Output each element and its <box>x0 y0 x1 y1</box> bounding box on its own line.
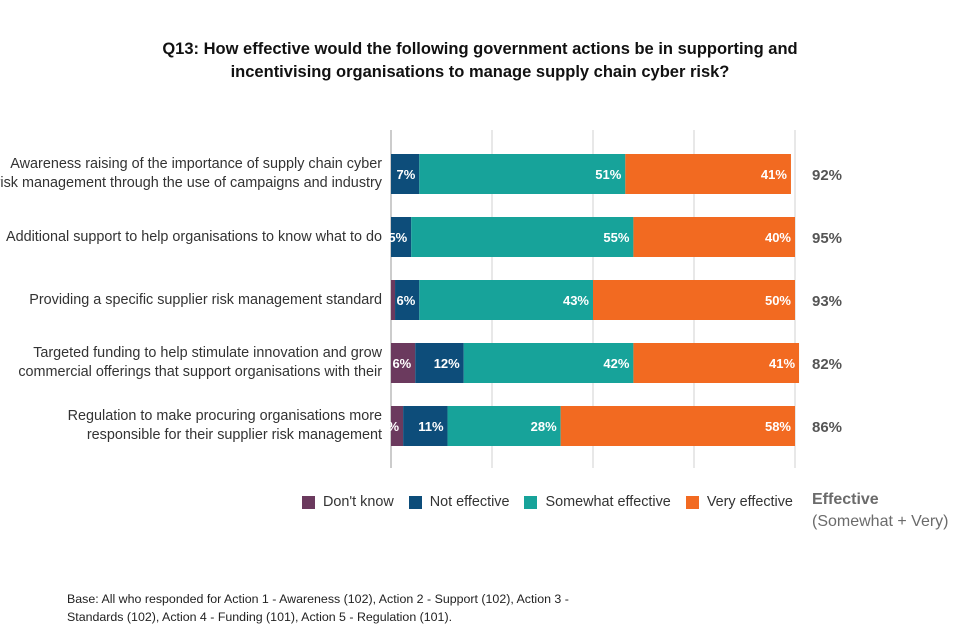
data-label: 42% <box>603 356 629 371</box>
data-label: 7% <box>396 167 415 182</box>
base-note: Base: All who responded for Action 1 - A… <box>67 590 667 626</box>
bar-segment <box>593 280 795 320</box>
chart-title: Q13: How effective would the following g… <box>0 38 960 84</box>
category-label-line: commercial offerings that support organi… <box>18 364 382 380</box>
effective-subheader: (Somewhat + Very) <box>812 513 949 530</box>
base-note-line: Base: All who responded for Action 1 - A… <box>67 592 569 606</box>
category-label-line: Providing a specific supplier risk manag… <box>29 291 382 308</box>
effective-total: 86% <box>812 419 842 436</box>
data-label: 3% <box>380 419 399 434</box>
data-label: 6% <box>396 293 415 308</box>
data-label: 28% <box>531 419 557 434</box>
bar-segment <box>391 343 416 383</box>
bar-segment <box>415 343 464 383</box>
legend-label: Somewhat effective <box>545 494 671 510</box>
bar-segment <box>391 280 396 320</box>
category-label-line: risk management through the use of campa… <box>0 175 382 191</box>
data-label: 12% <box>434 356 460 371</box>
effective-total: 82% <box>812 356 842 373</box>
data-label: 43% <box>563 293 589 308</box>
effective-total: 92% <box>812 167 842 184</box>
legend-item-somewhat-effective: Somewhat effective <box>524 494 671 510</box>
legend-label: Not effective <box>429 494 510 510</box>
legend-item-very-effective: Very effective <box>685 494 793 510</box>
category-label: Providing a specific supplier risk manag… <box>29 291 382 310</box>
legend-swatch <box>685 495 699 509</box>
bar-segment <box>560 406 795 446</box>
legend-item-dont-know: Don't know <box>302 494 394 510</box>
category-label-line: Regulation to make procuring organisatio… <box>67 408 382 424</box>
bar-segment <box>411 217 634 257</box>
category-label-line: Targeted funding to help stimulate innov… <box>33 345 382 361</box>
bar-segment <box>625 154 791 194</box>
data-label: 5% <box>388 230 407 245</box>
legend: Don't know Not effective Somewhat effect… <box>302 492 808 512</box>
legend-swatch <box>524 495 538 509</box>
base-note-line: Standards (102), Action 4 - Funding (101… <box>67 610 453 624</box>
legend-swatch <box>302 495 315 509</box>
effective-header: Effective <box>812 491 879 508</box>
data-label: 6% <box>392 356 411 371</box>
data-label: 41% <box>761 167 787 182</box>
category-label-line: Awareness raising of the importance of s… <box>10 156 382 172</box>
category-label: Additional support to help organisations… <box>6 228 382 247</box>
bar-segment <box>391 406 404 446</box>
legend-label: Don't know <box>323 494 394 510</box>
category-label-line: Additional support to help organisations… <box>6 228 382 245</box>
data-label: 41% <box>769 356 795 371</box>
category-label: Awareness raising of the importance of s… <box>0 155 382 193</box>
legend-label: Very effective <box>706 494 793 510</box>
data-label: 55% <box>603 230 629 245</box>
category-label: Regulation to make procuring organisatio… <box>68 407 382 445</box>
chart-title-line: incentivising organisations to manage su… <box>230 63 730 81</box>
bar-segment <box>419 280 593 320</box>
effective-total: 93% <box>812 293 842 310</box>
bar-segment <box>403 406 448 446</box>
legend-item-not-effective: Not effective <box>408 494 510 510</box>
bar-segment <box>419 154 626 194</box>
category-label-line: responsible for their supplier risk mana… <box>86 427 382 443</box>
data-label: 11% <box>418 419 444 434</box>
chart-title-line: Q13: How effective would the following g… <box>162 40 798 58</box>
bar-segment <box>463 343 634 383</box>
legend-swatch <box>408 495 422 509</box>
data-label: 58% <box>765 419 791 434</box>
bar-segment <box>391 154 420 194</box>
bar-segment <box>395 280 420 320</box>
bar-segment <box>633 343 800 383</box>
data-label: 50% <box>765 293 791 308</box>
bar-segment <box>633 217 795 257</box>
bar-segment <box>447 406 561 446</box>
bar-segment <box>391 217 412 257</box>
data-label: 51% <box>595 167 621 182</box>
data-label: 40% <box>765 230 791 245</box>
effective-total: 95% <box>812 230 842 247</box>
category-label: Targeted funding to help stimulate innov… <box>18 344 382 382</box>
